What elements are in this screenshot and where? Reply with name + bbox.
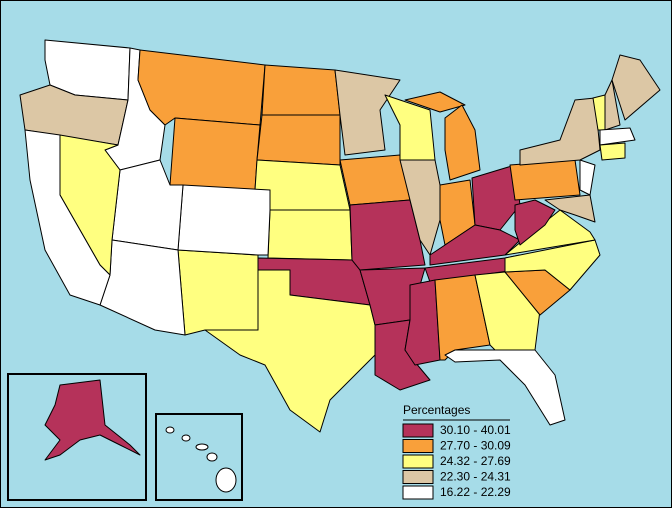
state (429, 224, 521, 266)
state (195, 443, 209, 451)
state (165, 426, 175, 434)
state (206, 452, 218, 462)
state (339, 154, 411, 206)
alaska-inset (7, 373, 147, 501)
legend-swatch (402, 470, 434, 484)
legend-label: 22.30 - 24.31 (440, 470, 511, 484)
legend-label: 27.70 - 30.09 (440, 439, 511, 453)
state (599, 142, 626, 161)
state (514, 199, 556, 246)
state (599, 127, 636, 146)
state (444, 349, 566, 426)
state (404, 91, 466, 113)
state (404, 279, 441, 366)
state (611, 54, 661, 121)
states (19, 39, 661, 433)
state (604, 79, 621, 131)
hawaii-inset (155, 413, 243, 501)
state (44, 379, 141, 461)
hawaii (165, 426, 237, 493)
state (267, 209, 353, 261)
legend-swatch (402, 439, 434, 453)
legend: Percentages 30.10 - 40.01 27.70 - 30.0924… (402, 403, 511, 500)
state (471, 164, 521, 231)
legend-swatch (402, 485, 434, 500)
state (169, 117, 261, 191)
legend-label: 30.10 - 40.01 (440, 423, 511, 437)
legend-swatch (402, 454, 434, 469)
state (399, 159, 441, 256)
legend-swatch (402, 423, 434, 438)
state (334, 69, 401, 156)
state (177, 184, 271, 256)
state (444, 104, 481, 181)
legend-label: 24.32 - 27.69 (440, 454, 511, 468)
state (256, 114, 341, 166)
legend-label: 16.22 - 22.29 (440, 485, 511, 499)
state (181, 434, 191, 442)
state (215, 467, 237, 493)
state (544, 194, 596, 223)
state (261, 64, 341, 116)
state (177, 249, 259, 336)
state (24, 129, 111, 306)
state (509, 159, 581, 201)
legend-title: Percentages (403, 403, 470, 417)
